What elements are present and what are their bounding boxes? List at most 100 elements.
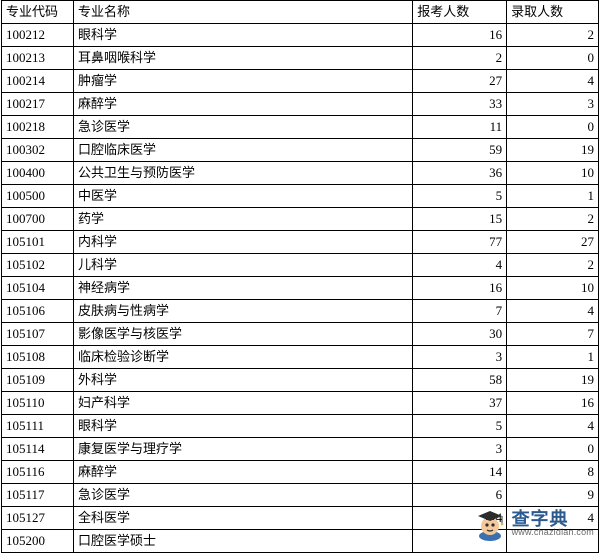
cell-apply: 15 xyxy=(413,208,507,231)
cell-apply: 16 xyxy=(413,24,507,47)
cell-code: 105111 xyxy=(2,415,74,438)
cell-name: 妇产科学 xyxy=(73,392,412,415)
watermark: 查字典 www.chazidian.com xyxy=(472,504,594,542)
cell-name: 临床检验诊断学 xyxy=(73,346,412,369)
cell-admit: 16 xyxy=(507,392,599,415)
majors-table: 专业代码 专业名称 报考人数 录取人数 100212眼科学162100213耳鼻… xyxy=(1,0,599,553)
cell-admit: 4 xyxy=(507,415,599,438)
cell-apply: 14 xyxy=(413,461,507,484)
table-row: 105106皮肤病与性病学74 xyxy=(2,300,599,323)
cell-apply: 27 xyxy=(413,70,507,93)
cell-code: 105101 xyxy=(2,231,74,254)
cell-admit: 27 xyxy=(507,231,599,254)
cell-admit: 19 xyxy=(507,369,599,392)
mascot-icon xyxy=(472,504,508,542)
cell-admit: 4 xyxy=(507,70,599,93)
table-row: 100218急诊医学110 xyxy=(2,116,599,139)
table-row: 105104神经病学1610 xyxy=(2,277,599,300)
cell-code: 105110 xyxy=(2,392,74,415)
cell-admit: 19 xyxy=(507,139,599,162)
cell-name: 急诊医学 xyxy=(73,116,412,139)
cell-admit: 0 xyxy=(507,438,599,461)
cell-admit: 3 xyxy=(507,93,599,116)
table-row: 100214肿瘤学274 xyxy=(2,70,599,93)
cell-code: 105106 xyxy=(2,300,74,323)
cell-apply: 36 xyxy=(413,162,507,185)
cell-code: 105114 xyxy=(2,438,74,461)
cell-name: 内科学 xyxy=(73,231,412,254)
cell-name: 眼科学 xyxy=(73,24,412,47)
table-row: 100500中医学51 xyxy=(2,185,599,208)
cell-code: 100217 xyxy=(2,93,74,116)
cell-apply: 77 xyxy=(413,231,507,254)
cell-name: 口腔临床医学 xyxy=(73,139,412,162)
table-row: 100400公共卫生与预防医学3610 xyxy=(2,162,599,185)
cell-code: 105127 xyxy=(2,507,74,530)
cell-apply: 58 xyxy=(413,369,507,392)
table-header-row: 专业代码 专业名称 报考人数 录取人数 xyxy=(2,1,599,24)
cell-code: 100214 xyxy=(2,70,74,93)
cell-name: 神经病学 xyxy=(73,277,412,300)
cell-code: 100500 xyxy=(2,185,74,208)
cell-name: 影像医学与核医学 xyxy=(73,323,412,346)
table-row: 105116麻醉学148 xyxy=(2,461,599,484)
header-code: 专业代码 xyxy=(2,1,74,24)
cell-admit: 4 xyxy=(507,300,599,323)
cell-code: 100400 xyxy=(2,162,74,185)
cell-name: 麻醉学 xyxy=(73,93,412,116)
cell-apply: 5 xyxy=(413,185,507,208)
table-row: 100217麻醉学333 xyxy=(2,93,599,116)
cell-name: 儿科学 xyxy=(73,254,412,277)
watermark-sub: www.chazidian.com xyxy=(512,528,594,537)
cell-name: 耳鼻咽喉科学 xyxy=(73,47,412,70)
cell-apply: 2 xyxy=(413,47,507,70)
cell-apply: 59 xyxy=(413,139,507,162)
cell-admit: 1 xyxy=(507,185,599,208)
table-row: 105107影像医学与核医学307 xyxy=(2,323,599,346)
header-apply: 报考人数 xyxy=(413,1,507,24)
header-name: 专业名称 xyxy=(73,1,412,24)
cell-admit: 10 xyxy=(507,277,599,300)
table-row: 105101内科学7727 xyxy=(2,231,599,254)
cell-apply: 4 xyxy=(413,254,507,277)
cell-name: 口腔医学硕士 xyxy=(73,530,412,553)
cell-code: 105102 xyxy=(2,254,74,277)
table-row: 105108临床检验诊断学31 xyxy=(2,346,599,369)
cell-name: 药学 xyxy=(73,208,412,231)
table-row: 105109外科学5819 xyxy=(2,369,599,392)
table-row: 105114康复医学与理疗学30 xyxy=(2,438,599,461)
cell-name: 肿瘤学 xyxy=(73,70,412,93)
cell-admit: 7 xyxy=(507,323,599,346)
watermark-main: 查字典 xyxy=(512,510,594,528)
cell-apply: 33 xyxy=(413,93,507,116)
cell-code: 105109 xyxy=(2,369,74,392)
watermark-text: 查字典 www.chazidian.com xyxy=(512,510,594,537)
cell-name: 中医学 xyxy=(73,185,412,208)
cell-code: 105200 xyxy=(2,530,74,553)
cell-name: 公共卫生与预防医学 xyxy=(73,162,412,185)
cell-code: 100218 xyxy=(2,116,74,139)
table-row: 105102儿科学42 xyxy=(2,254,599,277)
cell-apply: 7 xyxy=(413,300,507,323)
cell-code: 100213 xyxy=(2,47,74,70)
cell-code: 100302 xyxy=(2,139,74,162)
cell-name: 急诊医学 xyxy=(73,484,412,507)
cell-admit: 10 xyxy=(507,162,599,185)
table-body: 100212眼科学162100213耳鼻咽喉科学20100214肿瘤学27410… xyxy=(2,24,599,553)
cell-code: 100700 xyxy=(2,208,74,231)
cell-admit: 2 xyxy=(507,254,599,277)
cell-admit: 0 xyxy=(507,47,599,70)
cell-code: 105108 xyxy=(2,346,74,369)
cell-apply: 30 xyxy=(413,323,507,346)
table-row: 100302口腔临床医学5919 xyxy=(2,139,599,162)
cell-name: 外科学 xyxy=(73,369,412,392)
cell-apply: 3 xyxy=(413,346,507,369)
cell-admit: 1 xyxy=(507,346,599,369)
table-row: 105110妇产科学3716 xyxy=(2,392,599,415)
cell-admit: 8 xyxy=(507,461,599,484)
cell-apply: 37 xyxy=(413,392,507,415)
cell-name: 眼科学 xyxy=(73,415,412,438)
cell-code: 105104 xyxy=(2,277,74,300)
header-admit: 录取人数 xyxy=(507,1,599,24)
table-row: 100700药学152 xyxy=(2,208,599,231)
